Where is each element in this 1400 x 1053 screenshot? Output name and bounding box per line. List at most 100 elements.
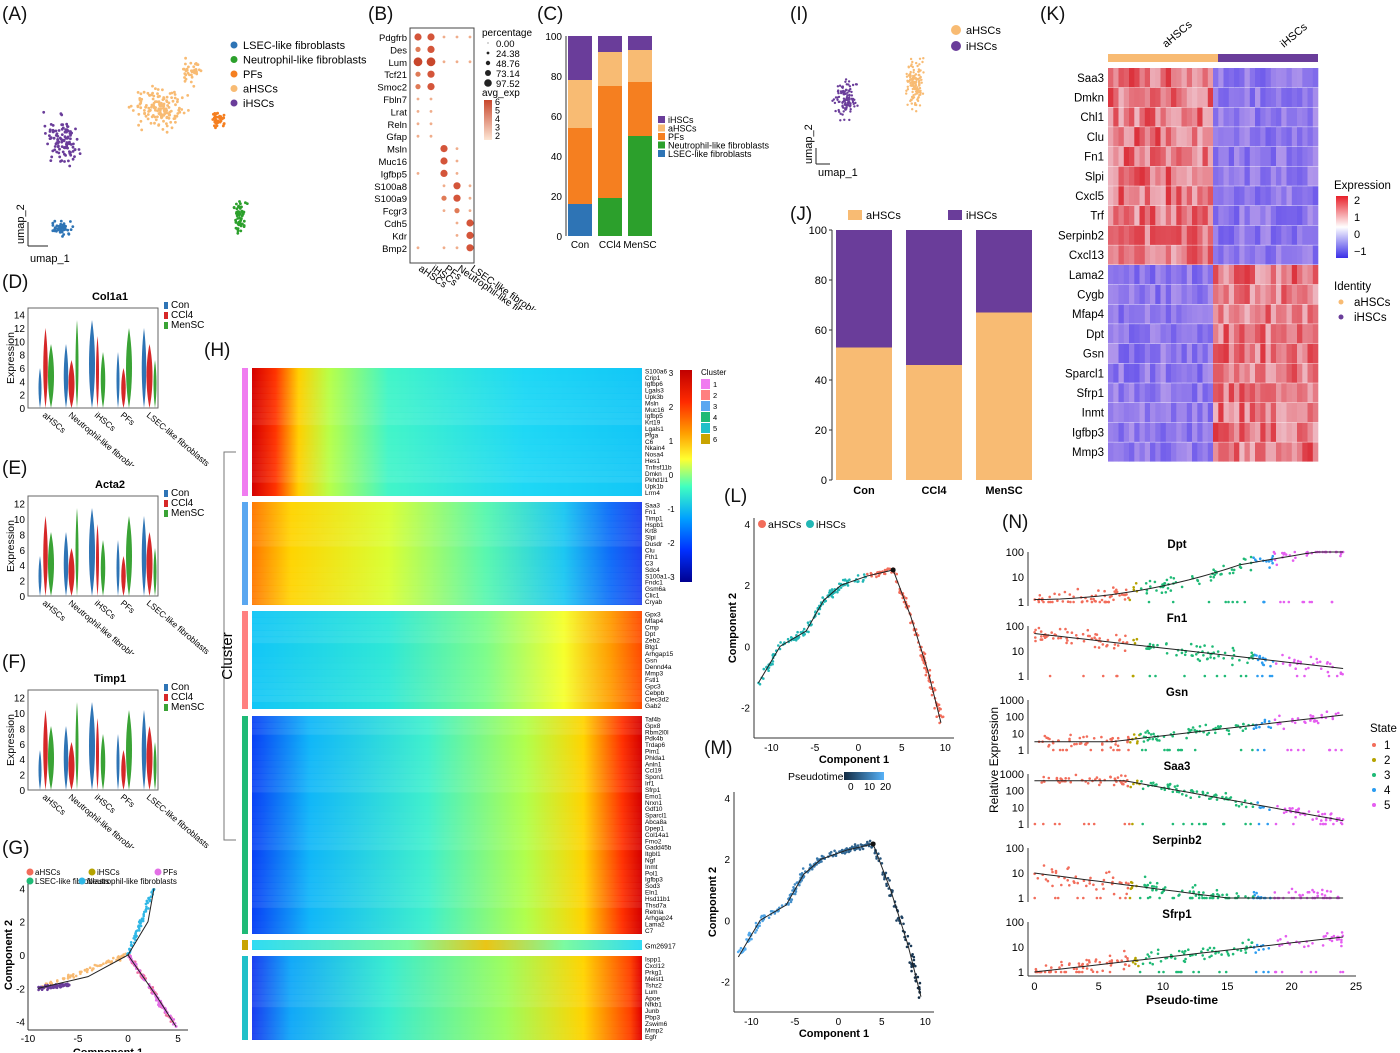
h-heatmap-row (252, 438, 642, 444)
k-heatmap-cell (1176, 442, 1182, 462)
umap-point (148, 93, 151, 97)
c-x-tick: MenSC (623, 240, 656, 251)
k-heatmap-cell (1228, 422, 1235, 442)
i-point (912, 68, 915, 72)
k-heatmap-cell (1249, 68, 1256, 88)
n-point (1164, 591, 1168, 594)
c-y-tick: 20 (551, 192, 563, 203)
h-gene-label: Pim1 (645, 749, 660, 756)
h-gene-label: Gpc3 (645, 683, 661, 690)
k-heatmap-cell (1265, 304, 1271, 324)
h-gene-label: Nfkb1 (645, 1002, 662, 1009)
violin-shape (116, 734, 120, 790)
k-heatmap-cell (1291, 304, 1298, 324)
k-heatmap-cell (1134, 146, 1140, 167)
k-heatmap-cell (1213, 422, 1219, 442)
n-point (1320, 893, 1324, 896)
n-point (1093, 645, 1097, 649)
n-point (1127, 964, 1131, 967)
umap-point (184, 73, 188, 77)
k-heatmap-cell (1276, 343, 1282, 364)
n-point (1230, 568, 1234, 571)
g-point (80, 970, 83, 974)
k-heatmap-cell (1139, 245, 1145, 265)
i-point (914, 73, 918, 76)
k-heatmap-cell (1150, 383, 1156, 403)
h-heatmap-row (252, 767, 642, 774)
k-heatmap-cell (1171, 146, 1177, 167)
traj-point (888, 879, 891, 882)
umap-point (58, 147, 61, 151)
n-point (1136, 740, 1139, 743)
k-heatmap-cell (1186, 402, 1193, 423)
k-heatmap-cell (1165, 186, 1172, 206)
n-point (1108, 954, 1112, 958)
traj-point (796, 630, 799, 634)
m-colorbar-tick: 20 (880, 782, 892, 793)
n-point (1090, 968, 1093, 971)
n-point (1090, 600, 1094, 604)
k-heatmap-cell (1176, 363, 1182, 383)
k-heatmap-cell (1312, 284, 1319, 304)
k-heatmap-cell (1234, 166, 1240, 186)
n-x-tick: 25 (1350, 981, 1362, 993)
umap-point (64, 154, 67, 157)
i-point (839, 119, 842, 122)
h-gene-label: Lgals1 (645, 426, 664, 433)
h-gene-label: S100a6 (645, 368, 667, 375)
k-heatmap-cell (1307, 245, 1313, 265)
violin-x-label: LSEC-like fibroblasts (145, 410, 212, 466)
k-heatmap-cell (1260, 87, 1266, 107)
n-point (1208, 797, 1211, 800)
k-heatmap-cell (1139, 127, 1145, 147)
k-heatmap-cell (1307, 383, 1313, 403)
k-heatmap-cell (1297, 363, 1303, 383)
n-point (1078, 736, 1082, 740)
i-point (914, 76, 917, 80)
umap-point (55, 150, 59, 154)
n-point (1067, 777, 1071, 780)
h-heatmap-row (252, 585, 642, 592)
h-heatmap-row (252, 981, 642, 988)
dotplot-size-label: 97.52 (496, 79, 520, 90)
n-trend-line (1034, 936, 1344, 973)
c-legend-swatch (658, 124, 665, 132)
h-heatmap-row (252, 863, 642, 869)
n-point (1097, 646, 1101, 649)
i-legend-swatch (951, 25, 961, 35)
n-point (1192, 970, 1195, 974)
h-legend-swatch (701, 379, 710, 389)
k-heatmap-cell (1150, 422, 1156, 442)
k-heatmap-cell (1118, 186, 1124, 206)
k-heatmap-cell (1129, 186, 1135, 206)
violin-ylabel: Expression (5, 332, 17, 384)
j-bar-segment (836, 347, 892, 480)
umap-point (69, 228, 73, 232)
k-heatmap-cell (1291, 402, 1298, 423)
violin-shape (89, 508, 95, 596)
c-y-tick: 40 (551, 152, 563, 163)
k-heatmap-cell (1150, 146, 1156, 167)
k-heatmap-cell (1118, 442, 1124, 462)
k-heatmap-cell (1118, 68, 1124, 88)
umap-point (189, 61, 193, 65)
k-heatmap-cell (1312, 225, 1319, 245)
n-point (1065, 748, 1068, 752)
h-gene-label: Hsd11b1 (645, 896, 671, 903)
i-point (905, 92, 908, 95)
h-gene-label: Fth1 (645, 554, 658, 561)
traj-point (833, 849, 836, 853)
h-heatmap-row (252, 630, 642, 637)
n-point (1060, 883, 1063, 887)
i-point (841, 101, 844, 105)
k-heatmap-cell (1286, 284, 1292, 304)
k-heatmap-cell (1213, 68, 1219, 88)
h-gene-label: Mmp3 (645, 670, 663, 677)
k-heatmap-cell (1197, 343, 1203, 364)
k-heatmap-cell (1249, 383, 1256, 403)
n-point (1299, 813, 1302, 816)
k-heatmap-cell (1202, 68, 1208, 88)
dotplot-dot (427, 83, 435, 91)
n-point (1341, 818, 1345, 821)
g-legend-swatch (78, 877, 86, 885)
